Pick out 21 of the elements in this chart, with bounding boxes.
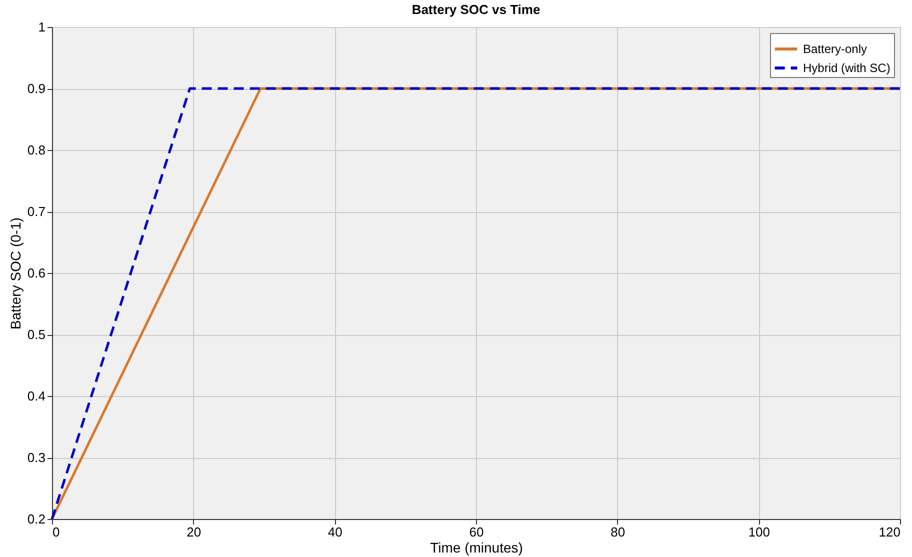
x-tick-label: 120 — [878, 524, 900, 540]
x-tick-label: 0 — [52, 524, 60, 540]
x-tick-label: 20 — [186, 524, 202, 540]
chart-title: Battery SOC vs Time — [412, 2, 540, 17]
y-tick-label: 0.9 — [27, 81, 46, 96]
x-tick-label: 40 — [328, 524, 342, 540]
x-tick-label: 100 — [748, 524, 770, 540]
y-tick-label: 0.6 — [27, 266, 46, 280]
y-tick-label: 0.3 — [27, 450, 46, 465]
legend-label: Battery-only — [803, 42, 868, 56]
x-tick-label: 60 — [469, 524, 484, 540]
y-tick-label: 0.5 — [27, 327, 46, 342]
y-tick-label: 0.4 — [27, 388, 46, 404]
legend-label: Hybrid (with SC) — [803, 61, 890, 75]
y-tick-label: 0.8 — [27, 142, 46, 158]
x-tick-label: 80 — [610, 524, 626, 540]
y-tick-label: 0.7 — [27, 204, 46, 219]
y-tick-label: 0.2 — [27, 512, 46, 526]
x-axis-title: Time (minutes) — [430, 540, 523, 556]
y-tick-label: 1 — [38, 20, 46, 34]
y-axis-title: Battery SOC (0-1) — [7, 217, 24, 330]
